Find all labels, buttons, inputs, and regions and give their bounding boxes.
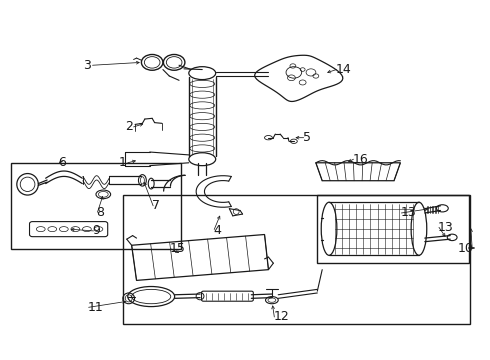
Text: 1: 1	[119, 156, 127, 169]
Text: 6: 6	[58, 156, 66, 169]
Bar	[318, 195, 469, 263]
Text: 4: 4	[213, 224, 221, 238]
Bar	[11, 163, 180, 249]
Text: 15: 15	[169, 242, 185, 255]
Text: 16: 16	[352, 153, 368, 166]
Text: 13: 13	[438, 221, 454, 234]
Bar	[123, 195, 470, 324]
Text: 9: 9	[93, 224, 100, 238]
Text: 10: 10	[458, 242, 474, 255]
Text: 8: 8	[96, 206, 104, 219]
Text: 11: 11	[88, 301, 103, 314]
Text: 5: 5	[303, 131, 311, 144]
Text: 14: 14	[335, 63, 351, 76]
Text: 2: 2	[125, 121, 133, 134]
Text: 12: 12	[273, 310, 289, 324]
Text: 3: 3	[83, 59, 91, 72]
Text: 7: 7	[152, 199, 160, 212]
Text: 13: 13	[400, 207, 416, 220]
